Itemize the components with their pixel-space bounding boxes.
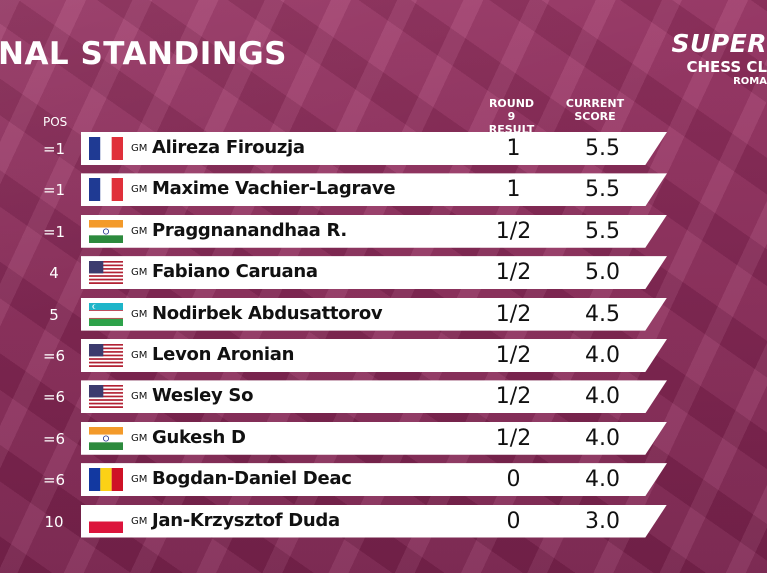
usa-flag-icon: [89, 261, 123, 285]
header-current-score: CURRENT SCORE: [565, 97, 625, 123]
player-bar: GM Levon Aronian 1/2 4.0: [81, 338, 667, 372]
usa-flag-icon: [89, 343, 123, 367]
player-bar: GM Alireza Firouzja 1 5.5: [81, 132, 667, 165]
round-result: 1/2: [495, 260, 532, 286]
player-title: GM: [131, 143, 148, 154]
position: =1: [42, 140, 66, 158]
round-result: 1/2: [495, 425, 532, 451]
round-result: 1: [506, 177, 521, 203]
standings-row: =1 GM Maxime Vachier-Lagrave 1 5.5: [0, 173, 767, 207]
india-flag-icon: [89, 219, 123, 243]
player-name: Alireza Firouzja: [152, 137, 305, 158]
position: =6: [42, 471, 66, 490]
round-result: 1/2: [495, 342, 532, 368]
current-score: 5.0: [585, 260, 620, 286]
player-title: GM: [131, 349, 148, 361]
current-score: 4.0: [585, 342, 620, 368]
current-score: 3.0: [585, 508, 620, 534]
player-name: Praggnanandhaa R.: [152, 219, 347, 241]
round-result: 0: [506, 508, 521, 534]
player-name: Jan-Krzysztof Duda: [152, 509, 340, 531]
round-result: 1/2: [495, 301, 532, 327]
standings-row: 10 GM Jan-Krzysztof Duda 0 3.0: [0, 504, 767, 538]
player-name: Levon Aronian: [152, 343, 295, 365]
current-score: 4.0: [585, 425, 620, 451]
player-name: Wesley So: [152, 385, 254, 407]
france-flag-icon: [89, 137, 123, 160]
logo-line-2: CHESS CL: [686, 58, 767, 76]
player-title: GM: [131, 308, 148, 320]
current-score: 4.5: [585, 301, 620, 327]
position: =6: [42, 346, 66, 365]
current-score: 5.5: [585, 136, 620, 161]
current-score: 4.0: [585, 467, 620, 493]
player-title: GM: [131, 515, 148, 527]
player-name: Gukesh D: [152, 426, 246, 448]
player-title: GM: [131, 225, 148, 237]
romania-flag-icon: [89, 468, 123, 492]
header-pos: POS: [43, 115, 68, 129]
standings-row: =6 GM Bogdan-Daniel Deac 0 4.0: [0, 463, 767, 497]
standings-row: =1 GM Praggnanandhaa R. 1/2 5.5: [0, 214, 767, 248]
position: 5: [49, 305, 59, 324]
poland-flag-icon: [89, 509, 123, 533]
position: 10: [44, 512, 64, 531]
position: =6: [42, 388, 66, 407]
player-title: GM: [131, 184, 148, 196]
logo-line-1: SUPER: [671, 29, 767, 58]
player-bar: GM Fabiano Caruana 1/2 5.0: [81, 256, 667, 290]
standings-table: =1 GM Alireza Firouzja 1 5.5 =1 GM Maxime Vachi…: [0, 132, 767, 546]
standings-row: =6 GM Wesley So 1/2 4.0: [0, 380, 767, 414]
position: =1: [42, 181, 66, 200]
page-title: NAL STANDINGS: [0, 36, 287, 72]
player-bar: GM Wesley So 1/2 4.0: [81, 380, 667, 414]
france-flag-icon: [89, 178, 123, 202]
player-title: GM: [131, 391, 148, 403]
player-name: Bogdan-Daniel Deac: [152, 468, 352, 490]
logo-line-3: ROMA: [733, 76, 767, 87]
player-bar: GM Jan-Krzysztof Duda 0 3.0: [81, 504, 667, 538]
india-flag-icon: [89, 426, 123, 450]
player-name: Nodirbek Abdusattorov: [152, 302, 383, 324]
header-round-result: ROUND 9 RESULT: [488, 97, 535, 136]
player-bar: GM Praggnanandhaa R. 1/2 5.5: [81, 214, 667, 248]
player-bar: GM Nodirbek Abdusattorov 1/2 4.5: [81, 297, 667, 331]
current-score: 5.5: [585, 218, 620, 244]
player-bar: GM Maxime Vachier-Lagrave 1 5.5: [81, 173, 667, 207]
round-result: 1/2: [495, 218, 532, 244]
event-logo: SUPER CHESS CL ROMA: [672, 30, 767, 88]
position: 4: [49, 264, 59, 283]
player-title: GM: [131, 267, 148, 279]
round-result: 1: [506, 136, 521, 161]
usa-flag-icon: [89, 385, 123, 409]
round-result: 0: [506, 467, 521, 493]
standings-row: 4 GM Fabiano Caruana 1/2 5.0: [0, 256, 767, 290]
player-bar: GM Bogdan-Daniel Deac 0 4.0: [81, 463, 667, 497]
player-name: Fabiano Caruana: [152, 261, 318, 283]
current-score: 5.5: [585, 177, 620, 203]
position: =6: [42, 429, 66, 448]
player-bar: GM Gukesh D 1/2 4.0: [81, 421, 667, 455]
player-name: Maxime Vachier-Lagrave: [152, 178, 396, 200]
standings-row: =6 GM Gukesh D 1/2 4.0: [0, 421, 767, 455]
standings-row: =1 GM Alireza Firouzja 1 5.5: [0, 132, 767, 165]
position: =1: [42, 222, 66, 241]
player-title: GM: [131, 474, 148, 486]
uzbekistan-flag-icon: [89, 302, 123, 326]
current-score: 4.0: [585, 384, 620, 410]
standings-row: 5 GM Nodirbek Abdusattorov 1/2 4.5: [0, 297, 767, 331]
round-result: 1/2: [495, 384, 532, 410]
standings-row: =6 GM Levon Aronian 1/2 4.0: [0, 338, 767, 372]
player-title: GM: [131, 432, 148, 444]
